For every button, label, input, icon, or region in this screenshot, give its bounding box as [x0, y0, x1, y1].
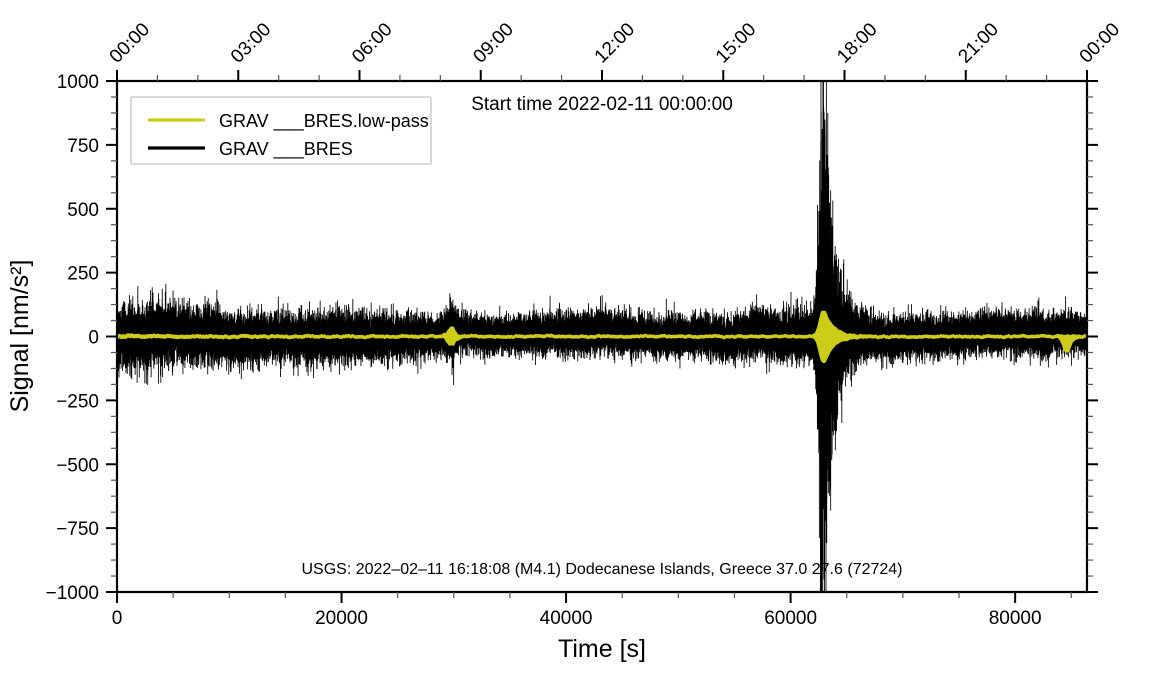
x-tick-label: 40000 — [540, 608, 593, 629]
y-tick-label: 500 — [67, 200, 99, 221]
y-axis-title: Signal [nm/s²] — [6, 260, 34, 413]
chart-title: Start time 2022-02-11 00:00:00 — [471, 94, 733, 115]
legend-label-low-pass: GRAV ___BRES.low-pass — [219, 111, 429, 132]
x-tick-label: 20000 — [315, 608, 368, 629]
y-tick-label: −1000 — [46, 583, 99, 604]
usgs-event-annotation: USGS: 2022–02–11 16:18:08 (M4.1) Dodecan… — [302, 561, 903, 578]
y-tick-label: 250 — [67, 264, 99, 285]
y-tick-label: 750 — [67, 136, 99, 157]
x-tick-label: 0 — [112, 608, 123, 629]
y-tick-label: 1000 — [57, 72, 99, 93]
legend-box — [130, 96, 432, 165]
y-tick-label: 0 — [88, 328, 99, 349]
x-axis-title: Time [s] — [558, 635, 646, 663]
y-tick-label: −500 — [56, 455, 99, 476]
legend[interactable]: GRAV ___BRES.low-pass GRAV ___BRES — [130, 96, 432, 165]
x-tick-label: 80000 — [989, 608, 1042, 629]
axes-group — [106, 70, 1098, 603]
x-tick-label: 60000 — [764, 608, 817, 629]
y-tick-label: −750 — [56, 519, 99, 540]
trace-raw — [116, 80, 1088, 593]
y-tick-label: −250 — [56, 391, 99, 412]
legend-label-raw: GRAV ___BRES — [219, 139, 353, 160]
